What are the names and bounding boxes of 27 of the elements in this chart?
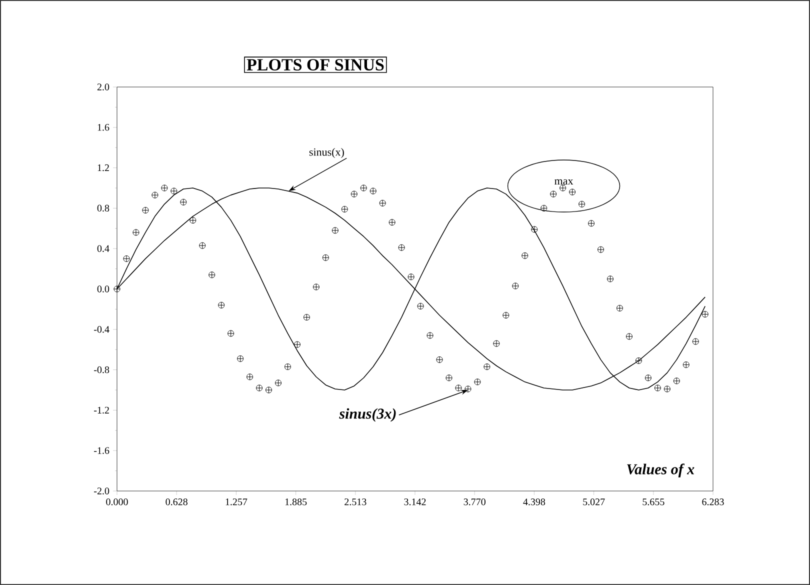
x-tick-label: 5.655 xyxy=(642,498,664,506)
y-tick-label: 0.4 xyxy=(97,245,110,252)
y-tick-label: 0.8 xyxy=(97,204,110,212)
y-tick-label: 2.0 xyxy=(97,84,110,90)
x-tick-label: 5.027 xyxy=(583,498,605,506)
y-tick-label: -2.0 xyxy=(94,488,110,494)
x-tick-label: 0.000 xyxy=(106,498,128,506)
x-tick-label: 1.257 xyxy=(226,498,248,506)
annotation: sinus(x) xyxy=(309,148,344,158)
y-tick-label: -1.6 xyxy=(94,447,110,454)
x-tick-label: 3.142 xyxy=(404,498,426,506)
y-tick-label: -1.2 xyxy=(94,406,109,414)
y-tick-label: 1.2 xyxy=(98,164,109,172)
x-tick-label: 0.628 xyxy=(166,498,188,506)
annotation: max xyxy=(554,179,574,185)
x-axis-title: Values of x xyxy=(627,464,694,478)
x-tick-label: 4.398 xyxy=(523,498,546,506)
x-tick-label: 1.885 xyxy=(285,498,307,506)
y-tick-label: 1.6 xyxy=(98,124,110,131)
y-tick-label: -0.8 xyxy=(94,366,110,374)
x-tick-label: 2.513 xyxy=(344,498,366,506)
y-tick-label: 0.0 xyxy=(97,286,110,292)
chart-title: PLOTS OF SINUS xyxy=(246,59,384,70)
x-tick-label: 6.283 xyxy=(702,498,724,506)
annotation: sinus(3x) xyxy=(339,408,396,422)
y-tick-label: -0.4 xyxy=(94,326,110,333)
x-tick-label: 3.770 xyxy=(464,498,486,506)
